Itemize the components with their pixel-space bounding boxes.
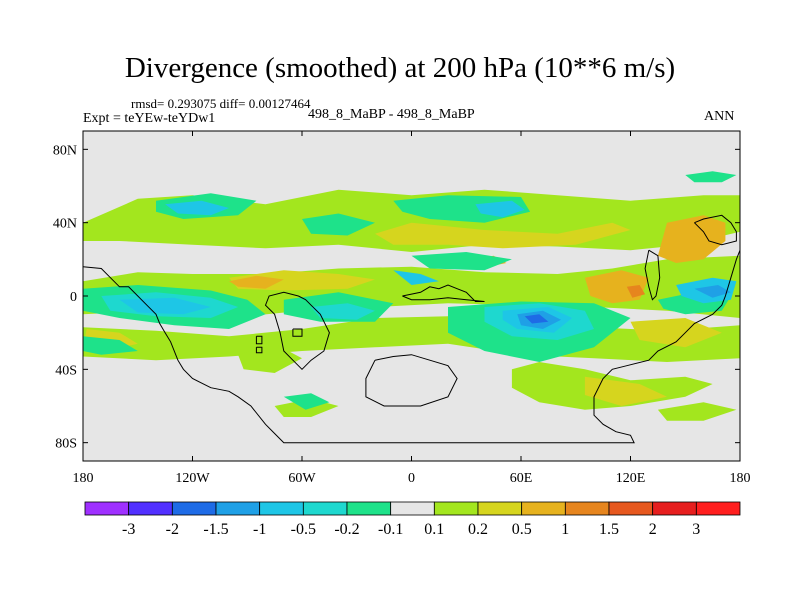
y-axis: 80N 40N 0 40S 80S [53,143,740,452]
divergence-region-10 [630,318,722,348]
coastline-7 [255,346,263,354]
colorbar-swatch [84,501,130,516]
colorbar-swatch [171,501,217,516]
x-tick-label: 60W [288,471,316,486]
divergence-region-13 [657,215,726,263]
colorbar-swatch [433,501,479,516]
case-label: 498_8_MaBP - 498_8_MaBP [308,107,475,122]
divergence-region-35 [165,200,229,216]
y-tick-label: 40S [55,363,77,378]
divergence-region-23 [83,336,138,355]
x-tick-label: 60E [510,471,533,486]
coastline-1 [264,291,330,371]
colorbar-label: 1.5 [599,521,619,538]
coastline-5 [644,249,661,301]
y-tick-label: 40N [53,217,77,232]
season-label: ANN [704,109,735,124]
colorbar-swatch [128,501,173,516]
stats-line: rmsd= 0.293075 diff= 0.00127464 [131,96,311,111]
coastlines [83,214,740,444]
colorbar-swatch [652,501,697,516]
colorbar: -3 -2 -1.5 -1 -0.5 -0.2 -0.1 0.1 0.2 0.5 1 1.5 2 3 [84,501,741,538]
colorbar-swatch [695,501,741,516]
coastline-8 [292,328,303,337]
colorbar-label: 0.1 [424,521,444,538]
chart-title: Divergence (smoothed) at 200 hPa (10**6 … [124,52,676,84]
divergence-region-11 [584,376,667,406]
colorbar-label: -1.5 [203,521,228,538]
x-tick-label: 0 [408,471,415,486]
x-tick-label: 180 [730,471,751,486]
divergence-region-28 [283,393,330,410]
divergence-region-8 [375,222,631,249]
coastline-2 [365,354,458,407]
x-tick-label: 120W [175,471,210,486]
colorbar-swatch [215,501,261,516]
x-axis: 180 120W 60W 0 60E 120E 180 [73,131,751,486]
x-tick-label: 120E [616,471,646,486]
divergence-region-27 [685,171,737,183]
y-tick-label: 0 [70,290,77,305]
colorbar-swatch [608,501,654,516]
colorbar-label: 0.2 [468,521,488,538]
divergence-region-31 [311,303,375,320]
colorbar-label: -0.2 [334,521,359,538]
colorbar-swatch [521,501,566,516]
colorbar-label: 0.5 [512,521,532,538]
y-tick-label: 80S [55,437,77,452]
divergence-region-16 [626,285,646,298]
colorbar-label: -0.5 [291,521,316,538]
divergence-region-40 [524,314,549,324]
divergence-region-39 [694,285,731,298]
divergence-region-15 [229,275,284,289]
colorbar-label: 2 [649,521,657,538]
colorbar-label: -1 [253,521,266,538]
divergence-region-32 [119,297,211,315]
colorbar-label: 3 [692,521,700,538]
x-tick-label: 180 [73,471,94,486]
coastline-4 [694,214,737,246]
y-tick-label: 80N [53,143,77,158]
coastline-3 [402,284,485,302]
colorbar-label: 1 [561,521,569,538]
divergence-region-25 [302,213,375,236]
colorbar-swatch [302,501,348,516]
coastline-0 [83,250,740,444]
colorbar-swatch [346,501,392,516]
colorbar-swatch [259,501,304,516]
divergence-region-6 [238,343,302,373]
divergence-region-5 [657,402,737,421]
divergence-regions [83,171,740,421]
colorbar-label: -3 [122,521,135,538]
divergence-region-37 [393,270,439,285]
colorbar-swatch [564,501,610,516]
colorbar-swatch [390,501,435,516]
experiment-label: Expt = teYEw-teYDw1 [83,111,216,126]
divergence-region-24 [411,252,512,271]
colorbar-label: -2 [166,521,179,538]
divergence-region-36 [475,200,525,218]
coastline-6 [255,335,263,345]
colorbar-label: -0.1 [378,521,403,538]
colorbar-swatch [477,501,523,516]
